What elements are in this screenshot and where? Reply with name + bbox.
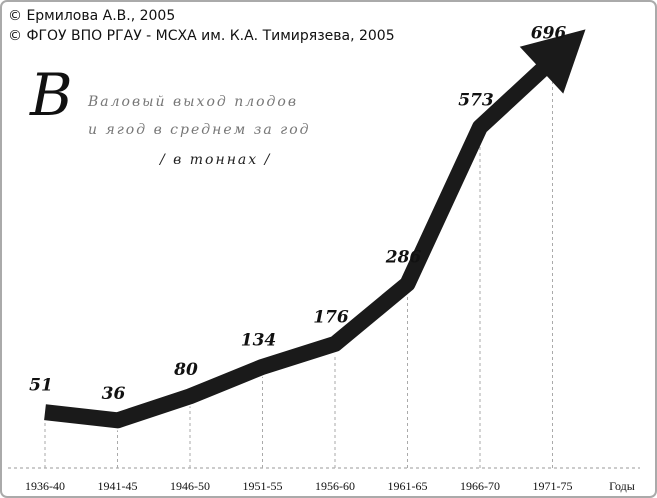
arrow-head [519, 29, 586, 94]
x-tick-label: 1961-65 [388, 479, 428, 493]
data-label: 51 [29, 376, 53, 396]
title-initial: В [29, 61, 73, 129]
copyright: © Ермилова А.В., 2005 [8, 8, 175, 24]
copyright: © ФГОУ ВПО РГАУ - МСХА им. К.А. Тимирязе… [8, 28, 395, 44]
x-tick-label: 1951-55 [243, 479, 283, 493]
x-axis-label: Годы [609, 479, 635, 493]
x-tick-label: 1966-70 [460, 479, 500, 493]
x-tick-label: 1936-40 [25, 479, 65, 493]
x-tick-label: 1946-50 [170, 479, 210, 493]
data-label: 573 [458, 91, 494, 111]
data-label: 36 [102, 384, 126, 404]
x-tick-label: 1956-60 [315, 479, 355, 493]
data-label: 696 [531, 24, 567, 44]
x-tick-label: 1941-45 [98, 479, 138, 493]
data-label: 286 [385, 247, 422, 267]
chart-title: / в тоннах / [158, 152, 271, 168]
chart-title: Валовый выход плодов [87, 94, 298, 110]
x-tick-label: 1971-75 [533, 479, 573, 493]
data-label: 134 [241, 330, 277, 350]
data-label: 80 [173, 360, 198, 380]
chart-title: и ягод в среднем за год [88, 122, 311, 138]
arrow-body [44, 54, 558, 429]
data-label: 176 [313, 307, 349, 327]
